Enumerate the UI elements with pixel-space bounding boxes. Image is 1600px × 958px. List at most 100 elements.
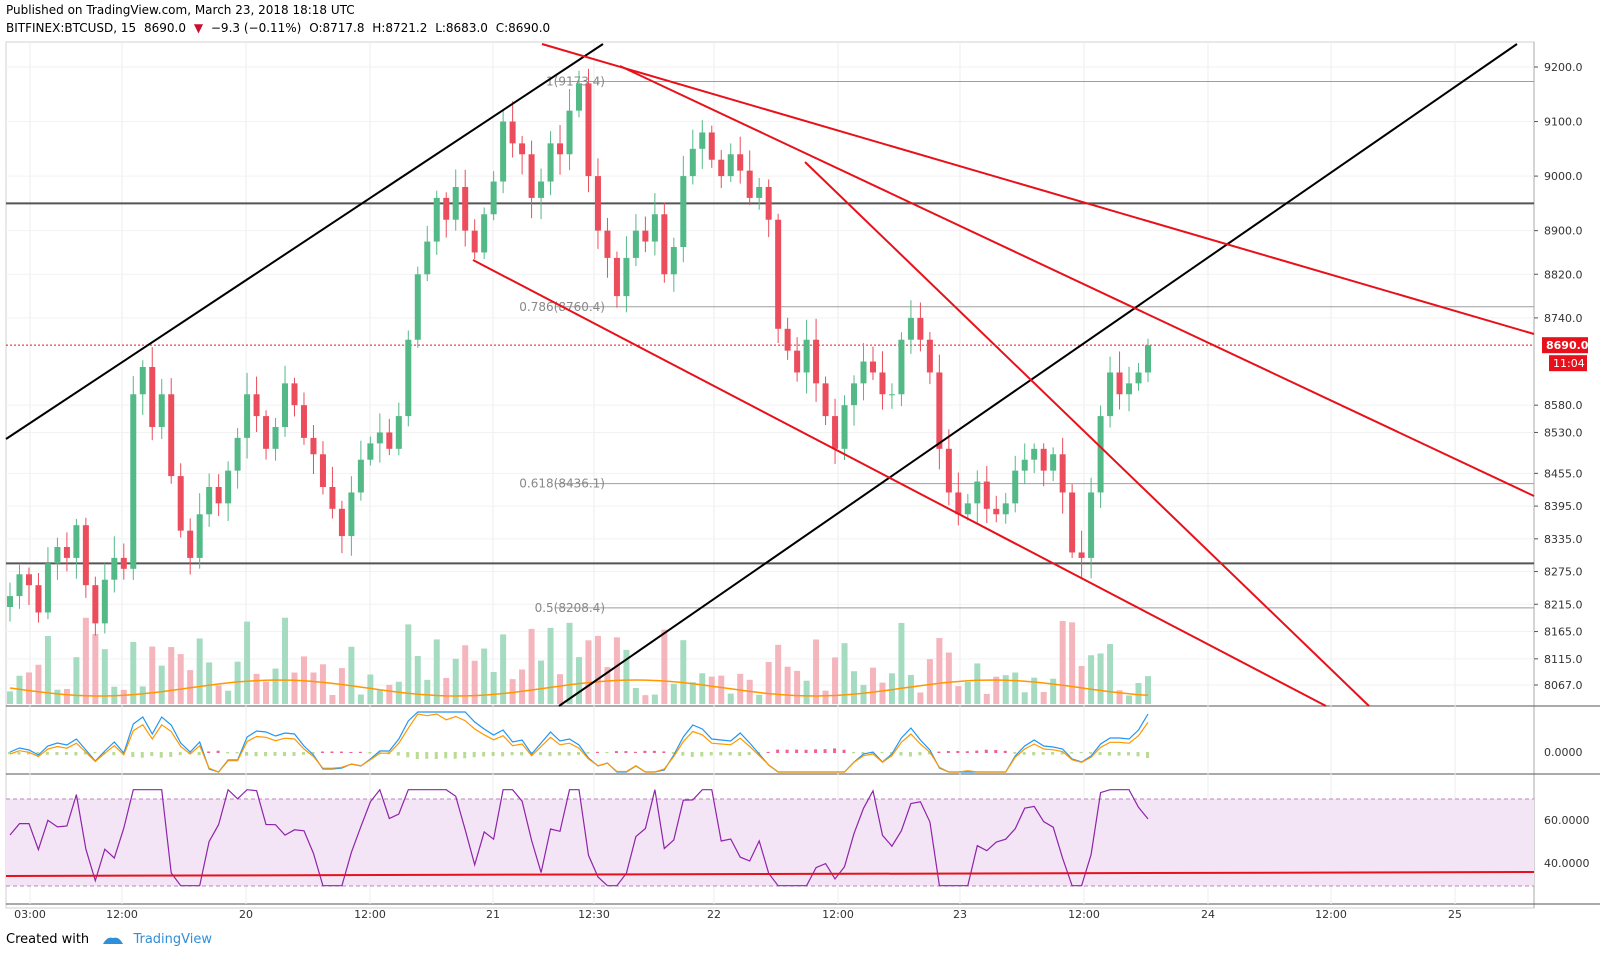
symbol-info-line: BITFINEX:BTCUSD, 15 8690.0 ▼ −9.3 (−0.11… bbox=[6, 21, 554, 35]
tradingview-brand[interactable]: TradingView bbox=[133, 932, 212, 947]
volume-bar bbox=[832, 657, 839, 704]
candle-body bbox=[907, 317, 914, 340]
candle-body bbox=[1050, 454, 1057, 471]
candle-body bbox=[519, 143, 526, 155]
macd-histogram-bar bbox=[254, 752, 258, 757]
candle-body bbox=[936, 372, 943, 449]
candle-body bbox=[130, 394, 137, 569]
chart-area[interactable]: 1(9173.4)0.786(8760.4)0.618(8436.1)0.5(8… bbox=[0, 40, 1600, 930]
macd-histogram-bar bbox=[1060, 752, 1064, 755]
candle-body bbox=[585, 83, 592, 177]
candle-body bbox=[1059, 454, 1066, 493]
macd-histogram-bar bbox=[368, 752, 372, 754]
macd-histogram-bar bbox=[55, 752, 59, 756]
rsi-band bbox=[6, 799, 1534, 886]
volume-bar bbox=[708, 676, 715, 704]
macd-histogram-bar bbox=[226, 752, 230, 754]
candle-body bbox=[794, 350, 801, 373]
trendlines[interactable] bbox=[5, 43, 1535, 707]
macd-histogram-bar bbox=[501, 752, 505, 757]
macd-histogram-bar bbox=[207, 751, 211, 753]
candle-body bbox=[898, 339, 905, 395]
tradingview-logo-icon bbox=[103, 937, 124, 944]
candle-body bbox=[708, 132, 715, 160]
fibonacci-levels: 1(9173.4)0.786(8760.4)0.618(8436.1)0.5(8… bbox=[519, 75, 1534, 615]
macd-histogram-bar bbox=[140, 752, 144, 758]
price-tick-label: 8900.0 bbox=[1544, 225, 1583, 238]
macd-histogram-bar bbox=[17, 752, 21, 755]
macd-histogram-bar bbox=[870, 752, 874, 755]
volume-bar bbox=[7, 691, 13, 704]
volume-bar bbox=[765, 661, 772, 704]
macd-histogram-bar bbox=[472, 752, 476, 758]
candle-body bbox=[329, 487, 336, 509]
macd-histogram-bar bbox=[74, 752, 78, 756]
candle-body bbox=[538, 181, 545, 198]
macd-histogram-bar bbox=[520, 752, 524, 756]
volume-bar bbox=[737, 673, 744, 704]
macd-histogram-bar bbox=[709, 752, 713, 756]
volume-bar bbox=[509, 679, 516, 704]
red-support-line bbox=[472, 259, 1327, 707]
macd-histogram-bar bbox=[671, 752, 675, 754]
macd-histogram-bar bbox=[965, 751, 969, 753]
candle-body bbox=[983, 481, 990, 509]
upper-channel-black-line bbox=[5, 43, 604, 440]
time-axis: 03:00 12:00 20 12:00 21 12:30 22 12:00 23 12:00 24… bbox=[14, 908, 1462, 921]
candle-body bbox=[139, 367, 146, 395]
volume-bar bbox=[869, 667, 876, 704]
macd-histogram-bar bbox=[728, 752, 732, 756]
candle-body bbox=[300, 405, 307, 438]
price-tick-label: 8530.0 bbox=[1544, 426, 1583, 439]
candle-body bbox=[955, 492, 962, 515]
macd-histogram-bar bbox=[633, 751, 637, 753]
candle-body bbox=[481, 214, 488, 253]
candle-body bbox=[462, 187, 469, 231]
volume-bar bbox=[945, 652, 952, 704]
macd-histogram-bar bbox=[577, 752, 580, 755]
volume-bar bbox=[642, 695, 649, 704]
candle-body bbox=[1069, 492, 1076, 553]
candle-body bbox=[623, 257, 630, 297]
candle-body bbox=[727, 154, 734, 177]
volume-bar bbox=[955, 686, 962, 704]
candle-body bbox=[803, 339, 810, 373]
volume-bar bbox=[329, 695, 336, 704]
candle-body bbox=[642, 230, 649, 242]
macd-histogram-bar bbox=[719, 752, 723, 756]
candle-body bbox=[357, 459, 364, 493]
volume-bar bbox=[803, 680, 810, 704]
price-tick-label: 8275.0 bbox=[1544, 566, 1583, 579]
candle-body bbox=[367, 443, 374, 460]
rsi-tick-label: 40.0000 bbox=[1544, 857, 1590, 870]
candle-body bbox=[613, 257, 620, 297]
macd-histogram-bar bbox=[311, 752, 315, 754]
candle-body bbox=[490, 181, 497, 215]
macd-histogram-bar bbox=[852, 752, 856, 754]
candle-body bbox=[1002, 503, 1009, 515]
volume-bar bbox=[35, 664, 42, 704]
macd-histogram-bar bbox=[415, 752, 419, 759]
candle-body bbox=[604, 230, 611, 258]
candle-body bbox=[1116, 372, 1123, 395]
volume-bar bbox=[907, 674, 914, 704]
time-tick-label: 12:30 bbox=[578, 908, 610, 921]
candle-body bbox=[917, 317, 924, 340]
macd-histogram-bar bbox=[112, 752, 116, 756]
macd-histogram-bar bbox=[567, 752, 571, 756]
macd-histogram-bar bbox=[283, 752, 287, 757]
long-red-resistance-line bbox=[541, 43, 1535, 335]
volume-bar bbox=[481, 648, 488, 704]
volume-bars bbox=[7, 617, 1151, 704]
chart-border bbox=[5, 41, 1535, 909]
candle-body bbox=[338, 508, 345, 537]
macd-histogram-bar bbox=[833, 748, 837, 753]
volume-bar bbox=[120, 689, 127, 704]
volume-bar bbox=[272, 668, 279, 704]
time-tick-label: 21 bbox=[486, 908, 500, 921]
macd-histogram-bar bbox=[1013, 752, 1017, 754]
candle-body bbox=[244, 394, 251, 438]
candle-body bbox=[822, 383, 829, 417]
time-tick-label: 12:00 bbox=[822, 908, 854, 921]
volume-bar bbox=[822, 690, 829, 704]
